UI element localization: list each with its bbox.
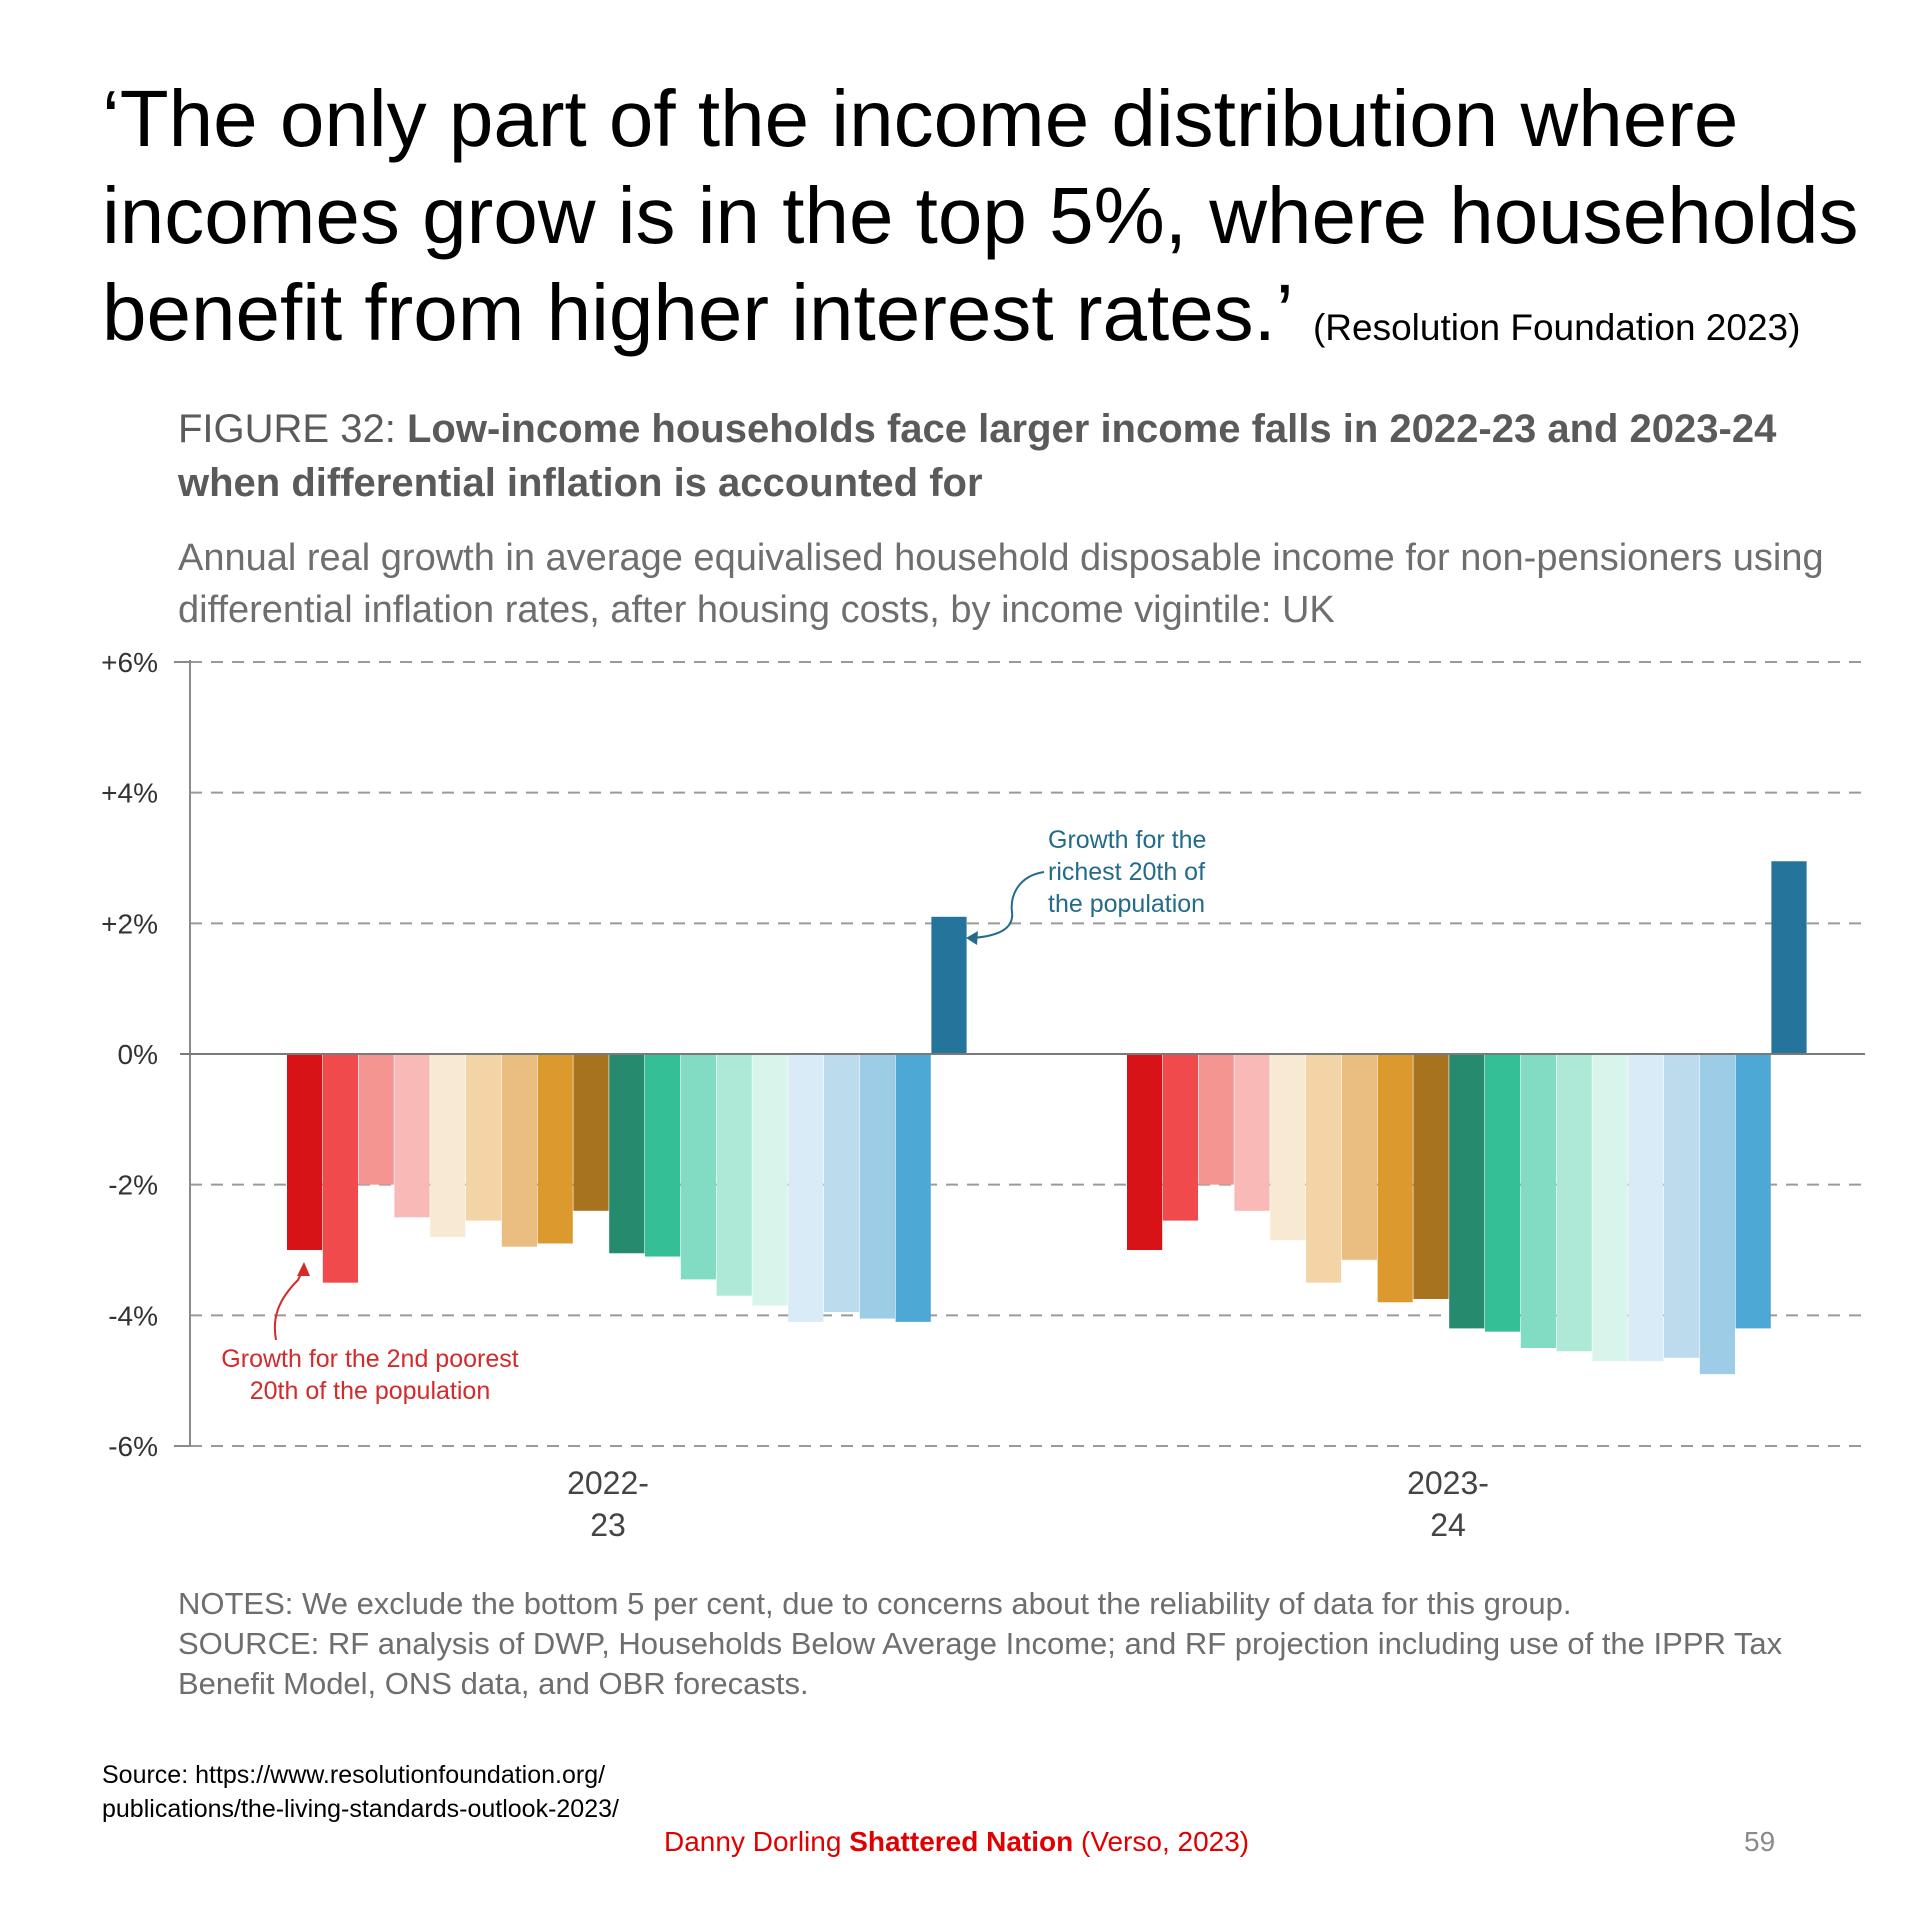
y-axis-ticks: +6% +4% +2% 0% -2% -4% -6%	[101, 647, 158, 1462]
slide-headline: ‘The only part of the income distributio…	[102, 70, 1902, 361]
category-label: 2023-	[1407, 1465, 1489, 1501]
bar	[1699, 1054, 1735, 1375]
bar	[1485, 1054, 1521, 1332]
bar	[1556, 1054, 1592, 1352]
bar	[537, 1054, 573, 1244]
bar	[824, 1054, 860, 1313]
bar	[1270, 1054, 1306, 1241]
bar	[501, 1054, 537, 1247]
annotation-poorest-arrowhead	[297, 1262, 310, 1276]
bar	[1413, 1054, 1449, 1299]
annotations: Growth for the richest 20th of the populat…	[221, 826, 1206, 1405]
bar	[859, 1054, 895, 1319]
bar	[609, 1054, 645, 1254]
page-number: 59	[1744, 1826, 1776, 1857]
bar	[394, 1054, 430, 1218]
bar	[1234, 1054, 1270, 1211]
headline-attribution: (Resolution Foundation 2023)	[1312, 307, 1801, 348]
bar	[1198, 1054, 1234, 1185]
category-label: 2022-	[567, 1465, 649, 1501]
bar	[1162, 1054, 1198, 1221]
bar	[1592, 1054, 1628, 1362]
annotation-richest-arrow	[971, 871, 1045, 939]
figure-notes: NOTES: We exclude the bottom 5 per cent,…	[178, 1584, 1828, 1704]
bar	[1520, 1054, 1556, 1348]
annotation-poorest-arrow	[273, 1267, 304, 1341]
book-credit: Danny Dorling Shattered Nation (Verso, 2…	[664, 1826, 1249, 1858]
figure-title: FIGURE 32: Low-income households face la…	[178, 402, 1778, 510]
bar	[1377, 1054, 1413, 1303]
book-publisher: (Verso, 2023)	[1081, 1826, 1250, 1857]
figure-subtitle: Annual real growth in average equivalise…	[178, 537, 1824, 631]
x-axis-categories: 2022- 23 2023- 24	[567, 1465, 1489, 1543]
y-tick-label: 0%	[118, 1039, 158, 1070]
annotation-poorest-text: Growth for the 2nd poorest	[221, 1345, 518, 1373]
source-url-line-1: Source: https://www.resolutionfoundation…	[102, 1761, 606, 1789]
bar	[1306, 1054, 1342, 1283]
bar	[931, 916, 967, 1054]
annotation-richest-text: richest 20th of	[1048, 858, 1205, 886]
bar	[1664, 1054, 1700, 1358]
bars	[287, 861, 1807, 1375]
source-url-line-2: publications/the-living-standards-outloo…	[102, 1795, 619, 1823]
figure-label: FIGURE 32:	[178, 407, 396, 451]
bar	[1628, 1054, 1664, 1362]
headline-quote: ‘The only part of the income distributio…	[102, 74, 1859, 357]
bar	[466, 1054, 502, 1221]
bar	[1341, 1054, 1377, 1260]
book-author: Danny Dorling	[664, 1826, 842, 1857]
category-label: 23	[590, 1507, 626, 1543]
bar	[752, 1054, 788, 1306]
bar	[1449, 1054, 1485, 1329]
bar	[322, 1054, 358, 1283]
y-tick-label: -4%	[108, 1300, 158, 1331]
annotation-richest-text: Growth for the	[1048, 826, 1206, 854]
bar	[716, 1054, 752, 1296]
bar	[358, 1054, 394, 1185]
y-tick-label: +2%	[101, 908, 158, 939]
axes	[174, 660, 1865, 1447]
y-tick-label: -2%	[108, 1170, 158, 1201]
bar	[573, 1054, 609, 1211]
bar	[430, 1054, 466, 1237]
category-label: 24	[1430, 1507, 1466, 1543]
bar	[287, 1054, 323, 1250]
bar	[1127, 1054, 1163, 1250]
bar	[1771, 861, 1807, 1054]
notes-text: NOTES: We exclude the bottom 5 per cent,…	[178, 1586, 1572, 1621]
y-tick-label: +4%	[101, 778, 158, 809]
bar	[1735, 1054, 1771, 1329]
book-title: Shattered Nation	[849, 1826, 1074, 1857]
figure-title-text: Low-income households face larger income…	[178, 407, 1777, 505]
bar	[680, 1054, 716, 1280]
source-text: SOURCE: RF analysis of DWP, Households B…	[178, 1626, 1783, 1701]
annotation-richest-text: the population	[1048, 890, 1205, 918]
bar	[645, 1054, 681, 1257]
bar	[788, 1054, 824, 1322]
source-url: Source: https://www.resolutionfoundation…	[102, 1758, 902, 1826]
annotation-richest-arrowhead	[966, 931, 978, 945]
y-tick-label: +6%	[101, 647, 158, 678]
annotation-poorest-text: 20th of the population	[250, 1377, 490, 1405]
y-tick-label: -6%	[108, 1431, 158, 1462]
bar	[895, 1054, 931, 1322]
